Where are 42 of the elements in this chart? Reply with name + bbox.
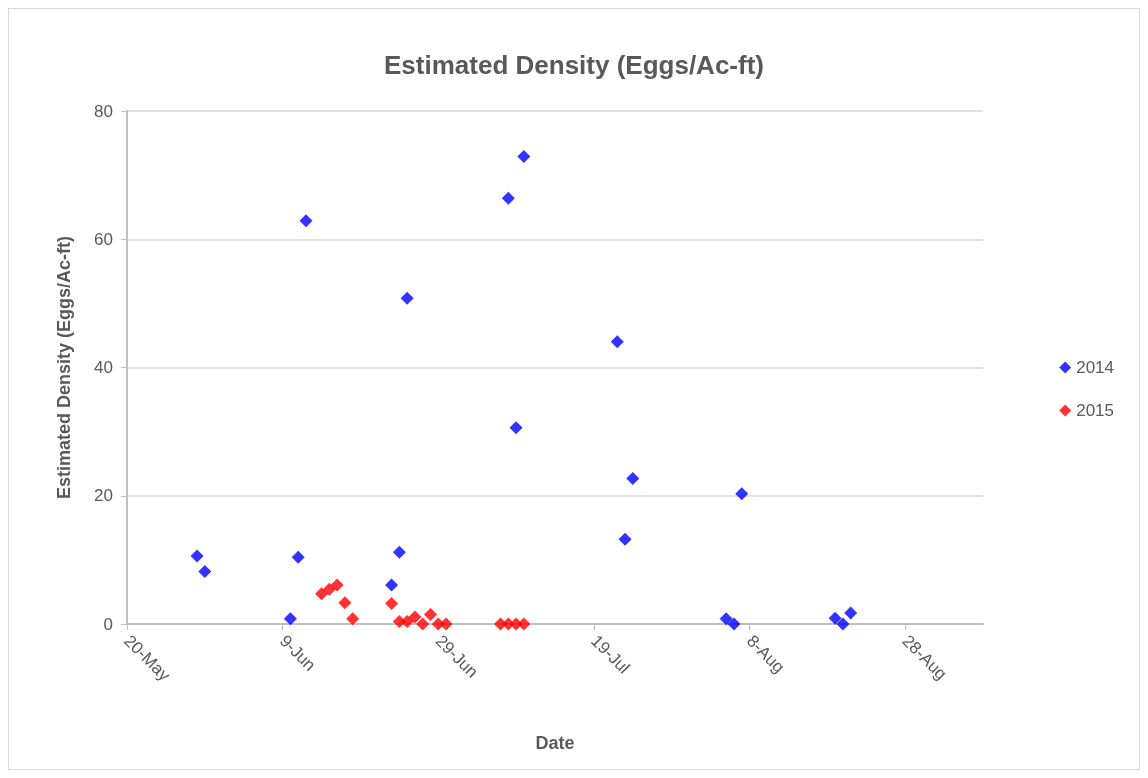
legend-label: 2015 — [1076, 401, 1115, 420]
point — [315, 587, 329, 601]
y-tick-label: 40 — [94, 358, 113, 377]
point — [844, 606, 858, 620]
point — [439, 617, 453, 631]
point — [735, 487, 749, 501]
point — [283, 612, 297, 626]
point — [385, 596, 399, 610]
y-tick-label: 0 — [103, 614, 113, 634]
y-tick-label: 60 — [94, 229, 113, 249]
point — [408, 610, 422, 624]
point — [416, 617, 430, 631]
point — [338, 596, 352, 610]
point — [330, 578, 344, 592]
point — [517, 150, 531, 164]
point — [299, 214, 313, 228]
y-tick-label: 80 — [94, 101, 113, 121]
point — [626, 471, 640, 485]
point — [400, 291, 414, 305]
y-tick-label: 20 — [94, 486, 113, 506]
point — [828, 611, 842, 625]
point — [190, 549, 204, 563]
legend-label: 2014 — [1076, 358, 1115, 377]
point — [198, 564, 212, 578]
point — [423, 607, 437, 621]
point — [322, 582, 336, 596]
point — [836, 617, 850, 631]
x-axis-title: Date — [535, 733, 575, 753]
point — [400, 614, 414, 628]
chart-title: Estimated Density (Eggs/Ac-ft) — [384, 50, 764, 80]
point — [727, 617, 741, 631]
y-axis-title: Estimated Density (Eggs/Ac-ft) — [54, 235, 74, 500]
point — [291, 550, 305, 564]
point — [392, 545, 406, 559]
point — [719, 612, 733, 626]
point — [517, 617, 531, 631]
point — [385, 578, 399, 592]
point — [501, 191, 515, 205]
point — [346, 612, 360, 626]
point — [610, 335, 624, 349]
point — [618, 532, 632, 546]
point — [509, 421, 523, 435]
